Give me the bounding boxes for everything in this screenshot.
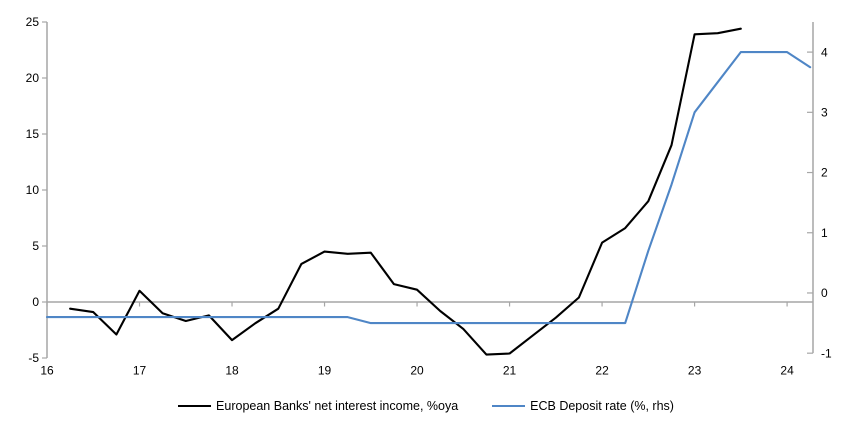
- deposit-rate-line-swatch-icon: [492, 405, 526, 407]
- left-axis-tick-label: 0: [32, 295, 39, 309]
- right-axis-tick-label: 0: [821, 286, 828, 300]
- right-axis-tick-label: 4: [821, 45, 828, 59]
- right-axis-tick-label: 3: [821, 106, 828, 120]
- left-axis-tick-label: 10: [26, 183, 40, 197]
- right-axis-tick-label: 2: [821, 166, 828, 180]
- left-axis-tick-label: 25: [26, 15, 40, 29]
- left-axis-tick-label: -5: [28, 351, 39, 365]
- x-axis-tick-label: 20: [410, 364, 424, 378]
- nii-series-line: [69, 27, 742, 356]
- chart-legend: European Banks' net interest income, %oy…: [0, 392, 852, 420]
- x-axis-tick-label: 16: [40, 364, 54, 378]
- x-axis-tick-label: 23: [688, 364, 702, 378]
- left-axis-tick-label: 15: [26, 127, 40, 141]
- left-axis-tick-label: 20: [26, 71, 40, 85]
- x-axis-tick-label: 21: [503, 364, 517, 378]
- legend-label-nii: European Banks' net interest income, %oy…: [216, 399, 459, 413]
- nii-line-swatch-icon: [178, 405, 212, 407]
- x-axis-tick-label: 17: [133, 364, 147, 378]
- legend-item-deposit-rate: ECB Deposit rate (%, rhs): [492, 399, 674, 413]
- right-axis-tick-label: 1: [821, 226, 828, 240]
- x-axis-tick-label: 18: [225, 364, 239, 378]
- legend-label-deposit-rate: ECB Deposit rate (%, rhs): [530, 399, 674, 413]
- x-axis-tick-label: 22: [595, 364, 609, 378]
- right-axis-tick-label: -1: [821, 346, 832, 360]
- x-axis-tick-label: 24: [780, 364, 794, 378]
- legend-item-nii: European Banks' net interest income, %oy…: [178, 399, 458, 413]
- deposit-rate-series-line: [45, 51, 812, 325]
- x-axis-tick-label: 19: [318, 364, 332, 378]
- left-axis-tick-label: 5: [32, 239, 39, 253]
